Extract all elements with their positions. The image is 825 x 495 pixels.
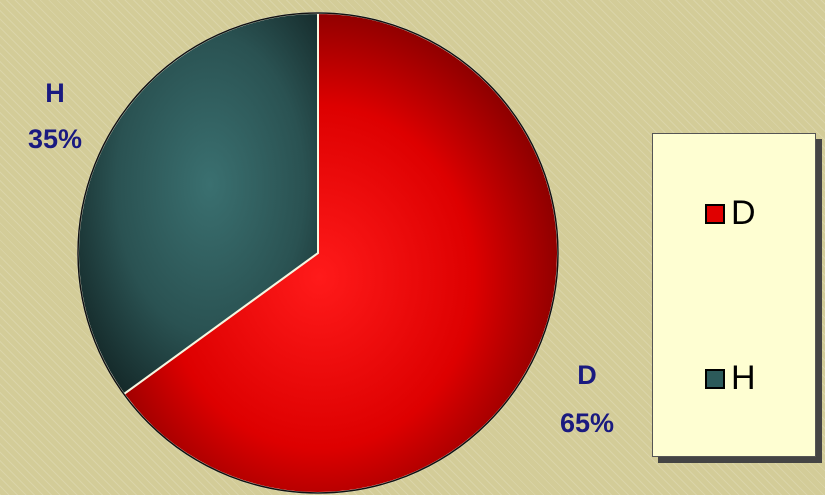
slice-label-d-name: D: [577, 360, 597, 390]
legend-label-d: D: [731, 194, 756, 232]
legend-item-d: D: [705, 194, 756, 233]
legend: D H: [652, 133, 816, 457]
slice-label-h-name: H: [45, 78, 65, 108]
legend-swatch-d: [705, 203, 725, 224]
slice-label-d-pct: 65%: [560, 408, 614, 438]
legend-swatch-h: [705, 368, 725, 389]
legend-label-h: H: [731, 359, 756, 397]
legend-item-h: H: [705, 359, 756, 398]
slice-label-h-pct: 35%: [28, 124, 82, 154]
pie-outline: [77, 12, 559, 494]
